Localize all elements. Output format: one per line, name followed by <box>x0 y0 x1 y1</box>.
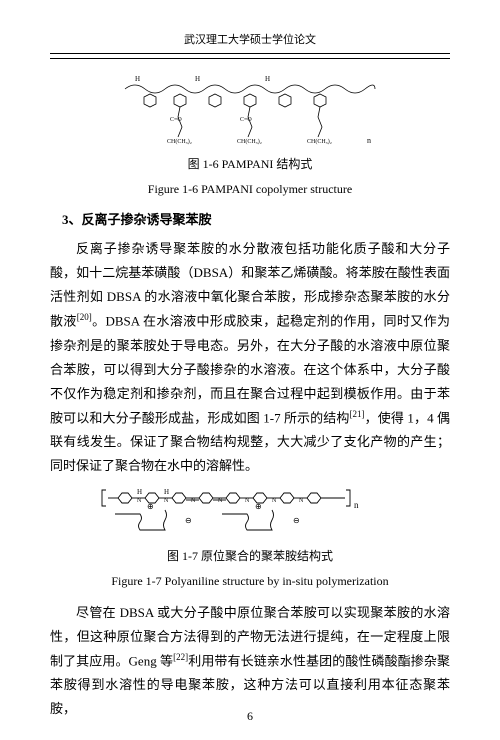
svg-text:H: H <box>164 488 169 496</box>
paragraph-1: 反离子掺杂诱导聚苯胺的水分散液包括功能化质子酸和大分子酸，如十二烷基苯磺酸（DB… <box>50 237 450 478</box>
svg-text:N: N <box>245 498 250 504</box>
svg-text:C=O: C=O <box>170 117 182 123</box>
svg-text:C=O: C=O <box>240 117 252 123</box>
figure-1-6-caption-en: Figure 1-6 PAMPANI copolymer structure <box>50 178 450 201</box>
para1-text-b: 。DBSA 在水溶液中形成胶束，起稳定剂的作用，同时又作为掺杂剂是的聚苯胺处于导… <box>50 314 450 426</box>
paragraph-2: 尽管在 DBSA 或大分子酸中原位聚合苯胺可以实现聚苯胺的水溶性，但这种原位聚合… <box>50 601 450 722</box>
svg-text:H: H <box>265 75 270 83</box>
svg-text:N: N <box>272 498 277 504</box>
svg-text:N: N <box>218 498 223 504</box>
ref-20: [20] <box>77 312 92 322</box>
svg-text:⊕: ⊕ <box>147 502 154 511</box>
svg-text:H: H <box>137 488 142 496</box>
page-number: 6 <box>0 705 500 728</box>
svg-text:n: n <box>367 136 371 145</box>
svg-text:n: n <box>354 500 359 510</box>
figure-1-7-caption-en: Figure 1-7 Polyaniline structure by in-s… <box>50 570 450 593</box>
ref-22: [22] <box>173 652 188 662</box>
page-header: 武汉理工大学硕士学位论文 <box>50 30 450 54</box>
svg-text:⊕: ⊕ <box>255 502 262 511</box>
svg-text:N: N <box>299 498 304 504</box>
svg-text:N: N <box>137 498 142 504</box>
svg-text:N: N <box>164 498 169 504</box>
header-rule <box>50 58 450 59</box>
pampani-structure-diagram: H H H C=O C=O CH(CH₃)₂ CH(CH₃)₂ CH(CH₃)₂… <box>120 69 380 149</box>
figure-1-6-caption-cn: 图 1-6 PAMPANI 结构式 <box>50 153 450 176</box>
svg-text:⊖: ⊖ <box>293 516 300 525</box>
svg-text:H: H <box>135 75 140 83</box>
polyaniline-structure-diagram: H H N N N N N N N ⊕ ⊕ ⊖ ⊖ n <box>100 486 400 541</box>
figure-1-7-caption-cn: 图 1-7 原位聚合的聚苯胺结构式 <box>50 545 450 568</box>
figure-1-7: H H N N N N N N N ⊕ ⊕ ⊖ ⊖ n 图 1-7 原位聚合的聚… <box>50 486 450 593</box>
svg-text:CH(CH₃)₂: CH(CH₃)₂ <box>307 138 332 145</box>
section-3-title: 3、反离子掺杂诱导聚苯胺 <box>62 208 450 233</box>
svg-text:CH(CH₃)₂: CH(CH₃)₂ <box>167 138 192 145</box>
svg-text:⊖: ⊖ <box>185 516 192 525</box>
svg-text:H: H <box>195 75 200 83</box>
figure-1-6: H H H C=O C=O CH(CH₃)₂ CH(CH₃)₂ CH(CH₃)₂… <box>50 69 450 201</box>
svg-text:N: N <box>191 498 196 504</box>
svg-text:CH(CH₃)₂: CH(CH₃)₂ <box>237 138 262 145</box>
ref-21: [21] <box>350 409 365 419</box>
